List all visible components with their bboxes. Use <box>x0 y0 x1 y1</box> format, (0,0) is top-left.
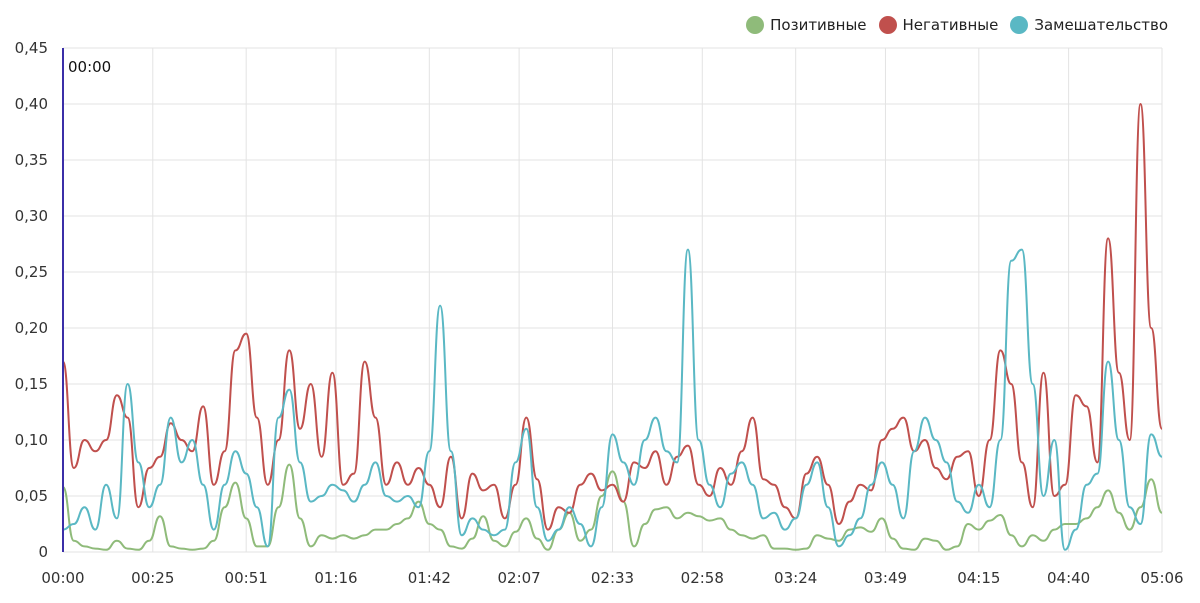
legend-label-positive: Позитивные <box>770 16 867 34</box>
y-tick-label: 0,40 <box>15 95 48 113</box>
x-tick-label: 02:07 <box>498 569 541 587</box>
legend-label-negative: Негативные <box>902 16 999 34</box>
y-tick-label: 0,15 <box>15 375 48 393</box>
legend-item-positive[interactable]: Позитивные <box>746 16 867 34</box>
y-tick-label: 0 <box>38 543 48 561</box>
x-tick-label: 00:25 <box>131 569 174 587</box>
x-tick-label: 05:06 <box>1140 569 1183 587</box>
x-tick-label: 00:00 <box>41 569 84 587</box>
legend-item-confusion[interactable]: Замешательство <box>1010 16 1168 34</box>
y-tick-label: 0,25 <box>15 263 48 281</box>
x-tick-label: 01:16 <box>314 569 357 587</box>
legend-item-negative[interactable]: Негативные <box>878 16 999 34</box>
y-tick-label: 0,05 <box>15 487 48 505</box>
axis-layer: 0 0,05 0,10 0,15 0,20 0,25 0,30 0,35 0,40 0,45 00:… <box>15 39 1184 587</box>
legend: Позитивные Негативные Замешательство <box>746 16 1168 34</box>
y-tick-label: 0,45 <box>15 39 48 57</box>
series-layer <box>62 103 1163 551</box>
x-tick-label: 03:24 <box>774 569 817 587</box>
x-tick-label: 00:51 <box>225 569 268 587</box>
x-tick-label: 04:40 <box>1047 569 1090 587</box>
x-tick-label: 01:42 <box>408 569 451 587</box>
series-line-negative <box>62 103 1163 531</box>
x-tick-label: 02:58 <box>681 569 724 587</box>
legend-swatch-negative <box>878 16 897 34</box>
y-tick-label: 0,20 <box>15 319 48 337</box>
legend-swatch-positive <box>746 16 765 34</box>
legend-label-confusion: Замешательство <box>1034 16 1168 34</box>
series-line-positive <box>62 463 1163 551</box>
x-tick-label: 04:15 <box>957 569 1000 587</box>
cursor-layer: 00:00 <box>62 48 111 552</box>
grid-layer <box>62 47 1163 553</box>
series-line-confusion <box>62 248 1163 551</box>
y-tick-label: 0,30 <box>15 207 48 225</box>
y-tick-label: 0,35 <box>15 151 48 169</box>
x-tick-label: 03:49 <box>864 569 907 587</box>
y-tick-label: 0,10 <box>15 431 48 449</box>
x-tick-label: 02:33 <box>591 569 634 587</box>
legend-swatch-confusion <box>1010 16 1029 34</box>
cursor-time-label: 00:00 <box>68 58 111 76</box>
